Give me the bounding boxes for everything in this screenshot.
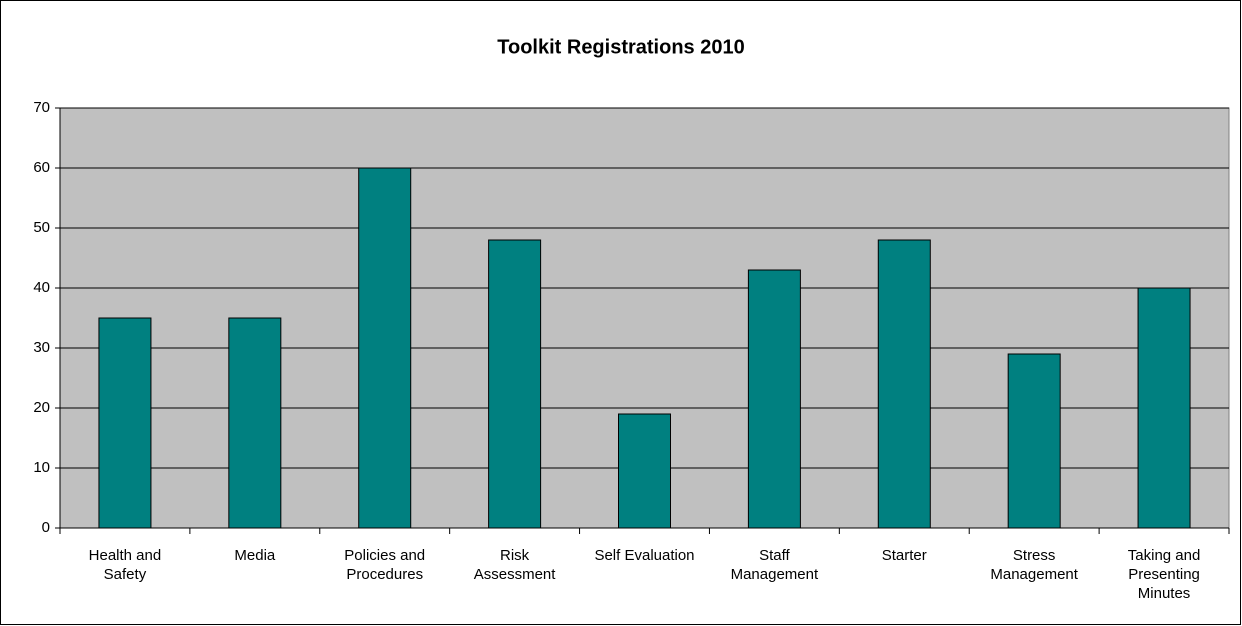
y-tick-label: 10	[33, 459, 50, 476]
y-tick-label: 40	[33, 279, 50, 296]
x-tick-label: Starter	[881, 547, 927, 564]
x-tick-label: Media	[234, 547, 276, 564]
x-tick-label: Self Evaluation	[594, 547, 695, 564]
bar	[877, 239, 931, 529]
x-tick-label: Health and Safety	[88, 547, 162, 583]
y-tick-label: 0	[42, 519, 50, 536]
y-tick-label: 20	[33, 399, 50, 416]
bar	[358, 167, 412, 529]
bar	[228, 317, 282, 529]
y-tick-label: 70	[33, 99, 50, 116]
x-tick-label: Stress Management	[990, 547, 1078, 583]
x-tick-label: Staff Management	[730, 547, 819, 583]
x-tick-label: Taking and Presenting Minutes	[1127, 547, 1201, 602]
bar	[488, 239, 542, 529]
bar	[1007, 353, 1061, 529]
bar	[1137, 287, 1191, 529]
y-tick-label: 60	[33, 159, 50, 176]
bar	[747, 269, 801, 529]
x-tick-label: Risk Assessment	[473, 547, 556, 583]
chart-title: Toolkit Registrations 2010	[497, 36, 744, 58]
y-tick-label: 30	[33, 339, 50, 356]
y-tick-label: 50	[33, 219, 50, 236]
bar	[618, 413, 671, 529]
bar	[98, 317, 152, 529]
x-tick-label: Policies and Procedures	[344, 547, 426, 583]
